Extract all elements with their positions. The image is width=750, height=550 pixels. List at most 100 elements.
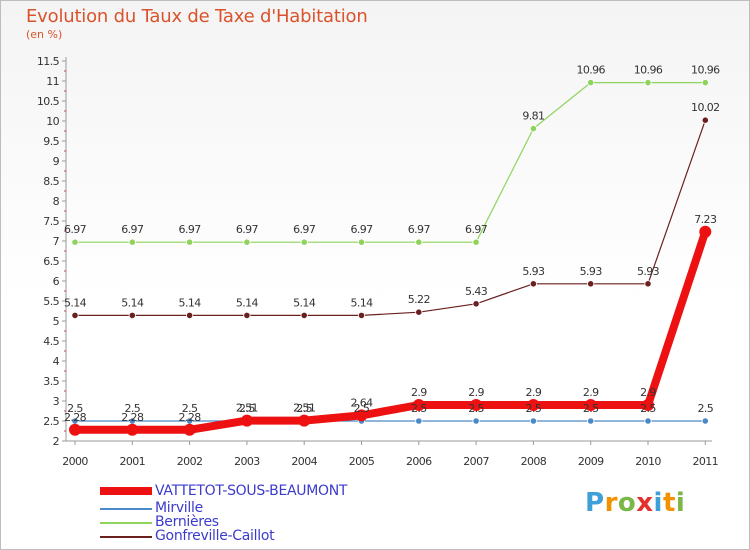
data-label-2: 9.81 — [522, 110, 544, 123]
data-label-0: 2.51 — [293, 402, 315, 415]
series-point-0 — [240, 414, 253, 427]
x-tick-label: 2001 — [119, 455, 145, 468]
series-point-3 — [71, 311, 79, 319]
data-label-3: 5.14 — [121, 296, 144, 309]
series-point-2 — [71, 238, 79, 246]
series-point-1 — [472, 417, 480, 425]
series-point-2 — [186, 238, 194, 246]
y-tick-label: 2.5 — [43, 415, 59, 428]
data-label-0: 2.9 — [583, 386, 599, 399]
data-label-2: 6.97 — [293, 223, 316, 236]
series-point-2 — [472, 238, 480, 246]
series-point-1 — [701, 417, 709, 425]
series-lines — [69, 79, 712, 436]
x-tick-label: 2006 — [406, 455, 432, 468]
y-tick-label: 10.5 — [37, 95, 60, 108]
value-labels: 2.28 2.28 2.28 2.51 2.51 2.64 2.9 2.9 2.9 2.9 2.9 7… — [64, 64, 721, 424]
series-point-1 — [529, 417, 538, 425]
x-tick-label: 2005 — [349, 455, 375, 468]
series-point-2 — [357, 238, 366, 246]
data-label-2: 10.96 — [576, 64, 605, 77]
legend-swatch — [100, 487, 152, 495]
data-label-1: 2.5 — [468, 402, 484, 415]
series-point-3 — [186, 311, 194, 319]
legend-label: VATTETOT-SOUS-BEAUMONT — [155, 483, 348, 499]
data-label-3: 5.93 — [637, 265, 660, 278]
x-tick-label: 2010 — [635, 455, 661, 468]
data-label-3: 5.14 — [236, 296, 259, 309]
series-point-0 — [126, 423, 139, 436]
data-label-0: 2.28 — [64, 411, 87, 424]
series-point-0 — [470, 399, 483, 411]
legend-label: Bernières — [155, 514, 219, 530]
series-point-0 — [355, 409, 368, 422]
data-label-2: 10.96 — [691, 64, 720, 77]
chart-title: Evolution du Taux de Taxe d'Habitation — [26, 6, 368, 27]
logo-letter: i — [653, 488, 663, 518]
data-label-3: 5.43 — [465, 285, 488, 298]
y-tick-label: 4 — [53, 355, 60, 368]
data-label-0: 2.28 — [121, 411, 144, 424]
series-point-0 — [642, 399, 654, 411]
data-label-3: 5.14 — [350, 296, 373, 309]
data-label-1: 2.5 — [67, 402, 83, 415]
series-point-3 — [701, 116, 709, 124]
series-point-0 — [183, 423, 196, 436]
y-tick-label: 7 — [53, 235, 60, 248]
series-point-0 — [584, 399, 597, 411]
x-tick-label: 2008 — [521, 455, 547, 468]
data-label-2: 6.97 — [236, 223, 259, 236]
y-tick-label: 3.5 — [43, 375, 59, 388]
x-tick-label: 2002 — [177, 455, 203, 468]
data-label-3: 5.22 — [408, 293, 430, 306]
y-tick-label: 8.5 — [43, 175, 59, 188]
data-label-0: 2.9 — [411, 386, 427, 399]
y-tick-label: 4.5 — [43, 335, 59, 348]
series-point-2 — [644, 79, 652, 87]
logo-letter: x — [636, 488, 654, 518]
series-point-2 — [701, 79, 709, 87]
data-label-1: 2.5 — [354, 402, 370, 415]
data-label-2: 6.97 — [64, 223, 87, 236]
logo-letter: r — [604, 488, 618, 518]
series-point-3 — [300, 311, 308, 319]
series-point-3 — [128, 311, 136, 319]
series-point-1 — [415, 417, 423, 425]
series-point-3 — [243, 311, 251, 319]
series-point-0 — [69, 423, 81, 436]
y-tick-label: 2 — [53, 435, 59, 448]
logo-letter: o — [617, 488, 637, 518]
data-label-1: 2.5 — [526, 402, 542, 415]
series-point-2 — [529, 125, 538, 133]
series-point-3 — [529, 280, 538, 288]
data-label-0: 7.23 — [694, 213, 717, 226]
data-label-3: 5.93 — [580, 265, 603, 278]
y-tick-label: 6.5 — [43, 255, 59, 268]
series-point-2 — [587, 79, 595, 87]
series-point-2 — [128, 238, 136, 246]
series-point-1 — [587, 417, 595, 425]
legend-swatch — [100, 536, 152, 538]
series-line-3 — [74, 119, 706, 316]
series-point-0 — [527, 399, 540, 411]
data-label-1: 2.5 — [411, 402, 427, 415]
proxiti-logo: Proxiti — [585, 488, 685, 518]
data-label-2: 10.96 — [634, 64, 663, 77]
series-point-3 — [415, 308, 423, 316]
y-tick-label: 11 — [46, 75, 59, 88]
data-label-1: 2.5 — [124, 402, 140, 415]
y-tick-label: 5 — [53, 315, 60, 328]
y-tick-label: 11.5 — [37, 55, 60, 68]
data-label-3: 10.02 — [691, 101, 720, 114]
series-point-2 — [415, 238, 423, 246]
x-tick-label: 2004 — [291, 455, 317, 468]
y-tick-label: 10 — [46, 115, 59, 128]
series-point-3 — [472, 300, 480, 308]
data-label-3: 5.14 — [64, 296, 87, 309]
x-tick-label: 2011 — [692, 455, 718, 468]
data-label-2: 6.97 — [408, 223, 431, 236]
series-point-3 — [644, 280, 652, 288]
data-label-1: 2.5 — [640, 402, 656, 415]
x-tick-label: 2009 — [578, 455, 604, 468]
